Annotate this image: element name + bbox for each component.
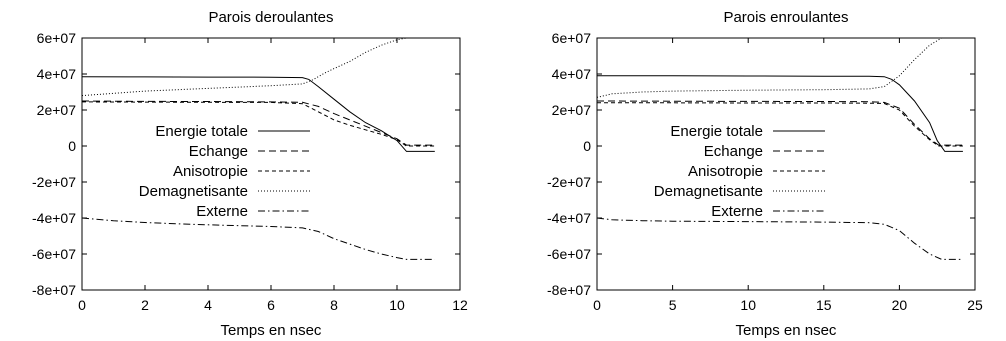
y-tick-label: 2e+07 [37, 102, 77, 118]
x-tick-label: 8 [330, 297, 338, 313]
legend: Energie totale Echange Anisotropie Demagnet… [654, 123, 825, 220]
y-tick-label: 4e+07 [552, 66, 592, 82]
legend-label: Energie totale [155, 123, 248, 140]
series-line-externe [596, 217, 963, 260]
x-tick-label: 25 [967, 297, 983, 313]
x-axis-label: Temps en nsec [736, 322, 837, 339]
x-axis-label: Temps en nsec [221, 322, 322, 339]
y-tick-label: -2e+07 [32, 174, 76, 190]
chart-title: Parois enroulantes [723, 9, 848, 26]
legend-label: Externe [711, 203, 763, 220]
y-tick-label: -6e+07 [32, 246, 76, 262]
legend-label: Echange [704, 143, 763, 160]
x-tick-label: 20 [892, 297, 908, 313]
y-tick-label: -2e+07 [547, 174, 591, 190]
series-line-demagnetisante [81, 37, 435, 97]
x-tick-label: 2 [141, 297, 149, 313]
legend-label: Externe [196, 203, 248, 220]
plot-frame [81, 37, 461, 291]
x-tick-label: 0 [78, 297, 86, 313]
x-tick-label: 6 [267, 297, 275, 313]
series-line-energie-totale [81, 76, 435, 152]
y-tick-label: 4e+07 [37, 66, 77, 82]
x-tick-label: 15 [816, 297, 832, 313]
y-tick-label: -4e+07 [32, 210, 76, 226]
legend-label: Energie totale [670, 123, 763, 140]
x-tick-label: 0 [593, 297, 601, 313]
x-tick-label: 12 [452, 297, 468, 313]
y-tick-label: -4e+07 [547, 210, 591, 226]
series-line-energie-totale [597, 75, 963, 152]
legend-label: Echange [189, 143, 248, 160]
x-tick-label: 10 [389, 297, 405, 313]
y-tick-label: 0 [583, 138, 591, 154]
y-tick-label: -6e+07 [547, 246, 591, 262]
y-tick-label: -8e+07 [32, 282, 76, 298]
y-tick-label: 6e+07 [37, 30, 77, 46]
series-line-echange [596, 100, 963, 146]
legend-label: Demagnetisante [654, 183, 763, 200]
chart-title: Parois deroulantes [208, 9, 333, 26]
chart-panel-enroulantes: Parois enroulantes Temps en nsec 6e+07 4e… [547, 9, 983, 339]
y-tick-label: 2e+07 [552, 102, 592, 118]
legend-label: Demagnetisante [139, 183, 248, 200]
y-tick-label: -8e+07 [547, 282, 591, 298]
legend: Energie totale Echange Anisotropie Demagnet… [139, 123, 310, 220]
x-tick-label: 10 [740, 297, 756, 313]
series-line-anisotropie [81, 101, 435, 147]
x-tick-label: 4 [204, 297, 212, 313]
series-line-anisotropie [597, 102, 963, 147]
series-line-echange [81, 100, 435, 146]
legend-label: Anisotropie [173, 163, 248, 180]
y-tick-label: 0 [68, 138, 76, 154]
chart-panel-deroulantes: Parois deroulantes Temps en nsec 6e+07 4e… [32, 9, 468, 339]
plot-frame [596, 37, 976, 291]
series-line-externe [81, 217, 435, 260]
y-tick-label: 6e+07 [552, 30, 592, 46]
series-line-demagnetisante [596, 37, 963, 98]
legend-label: Anisotropie [688, 163, 763, 180]
x-tick-label: 5 [669, 297, 677, 313]
